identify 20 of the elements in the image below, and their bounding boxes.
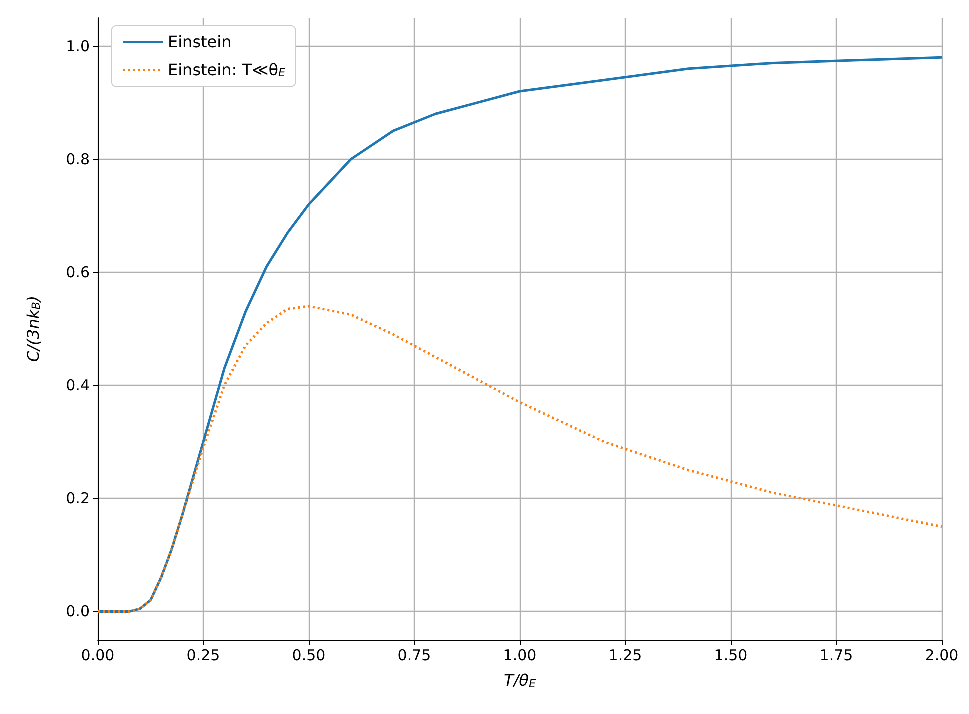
legend-label: Einstein: T≪θE bbox=[168, 60, 287, 80]
x-tick-label: 1.00 bbox=[503, 646, 537, 664]
y-tick-label: 0.4 bbox=[66, 376, 90, 395]
x-tick-label: 0.00 bbox=[81, 646, 115, 664]
x-tick-label: 1.25 bbox=[608, 646, 642, 664]
y-axis-title: C/(3nkB) bbox=[24, 296, 43, 362]
y-tick-label: 0.6 bbox=[66, 263, 90, 282]
x-tick-label: 2.00 bbox=[925, 646, 959, 664]
y-tick-label: 0.0 bbox=[66, 602, 90, 621]
y-tick-label: 0.2 bbox=[66, 490, 90, 508]
line-series bbox=[96, 305, 944, 613]
x-tick-label: 0.75 bbox=[398, 646, 432, 664]
x-tick-label: 0.25 bbox=[186, 646, 220, 664]
legend-label: Einstein bbox=[168, 32, 232, 52]
x-tick-label: 0.50 bbox=[292, 646, 326, 664]
y-tick-label: 0.8 bbox=[66, 150, 90, 168]
y-tick-label: 1.0 bbox=[66, 37, 90, 56]
x-axis-title: T/θE bbox=[504, 671, 537, 690]
x-tick-label: 1.75 bbox=[820, 646, 854, 664]
x-tick-label: 1.50 bbox=[714, 646, 748, 664]
